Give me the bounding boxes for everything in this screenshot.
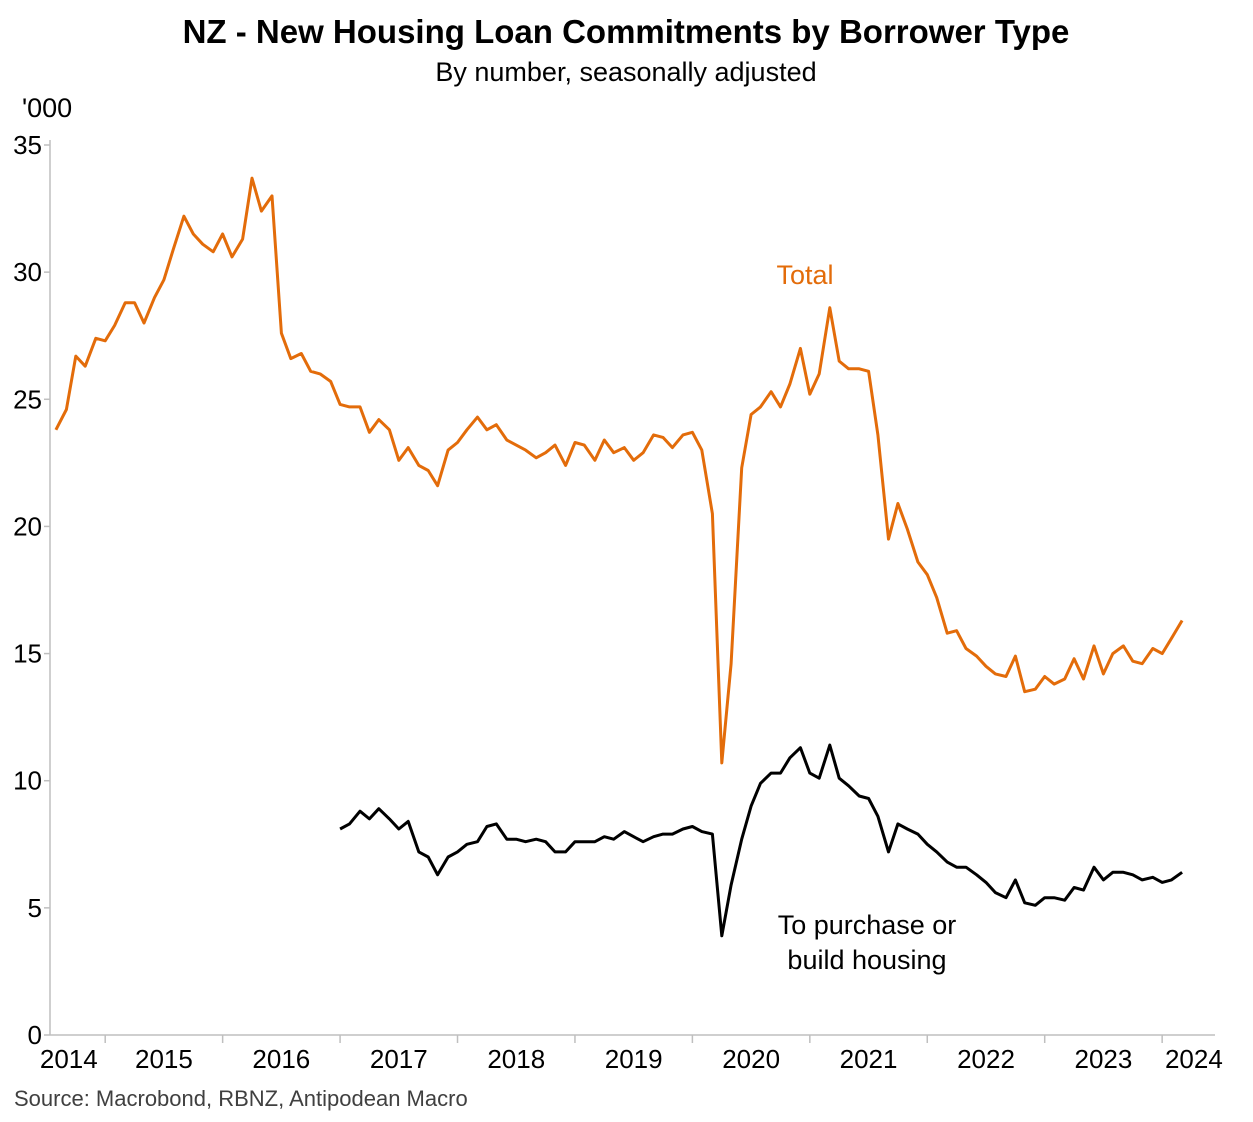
chart-subtitle: By number, seasonally adjusted <box>435 57 816 87</box>
x-tick-label: 2016 <box>252 1044 310 1074</box>
chart-title: NZ - New Housing Loan Commitments by Bor… <box>183 13 1070 50</box>
series-label: To purchase or build housing <box>777 910 957 975</box>
y-tick-label: 10 <box>13 766 42 796</box>
source: Source: Macrobond, RBNZ, Antipodean Macr… <box>14 1086 468 1111</box>
x-tick-label: 2023 <box>1075 1044 1133 1074</box>
y-tick-label: 20 <box>13 511 42 541</box>
series-line <box>339 743 1183 938</box>
x-tick-label: 2015 <box>135 1044 193 1074</box>
x-tick-label: 2021 <box>840 1044 898 1074</box>
y-tick-label: 0 <box>28 1020 42 1050</box>
x-tick-label: 2022 <box>957 1044 1015 1074</box>
x-tick-label: 2014 <box>40 1044 98 1074</box>
x-tick-label: 2019 <box>605 1044 663 1074</box>
y-tick-label: 25 <box>13 384 42 414</box>
x-tick-label: 2017 <box>370 1044 428 1074</box>
y-tick-label: 30 <box>13 257 42 287</box>
series-line <box>54 176 1184 765</box>
y-axis-label: '000 <box>22 93 72 123</box>
x-tick-label: 2024 <box>1165 1044 1223 1074</box>
y-tick-label: 5 <box>28 893 42 923</box>
x-tick-label: 2020 <box>722 1044 780 1074</box>
y-tick-label: 35 <box>13 130 42 160</box>
series-label: Total <box>776 260 834 290</box>
y-tick-label: 15 <box>13 639 42 669</box>
x-tick-label: 2018 <box>487 1044 545 1074</box>
